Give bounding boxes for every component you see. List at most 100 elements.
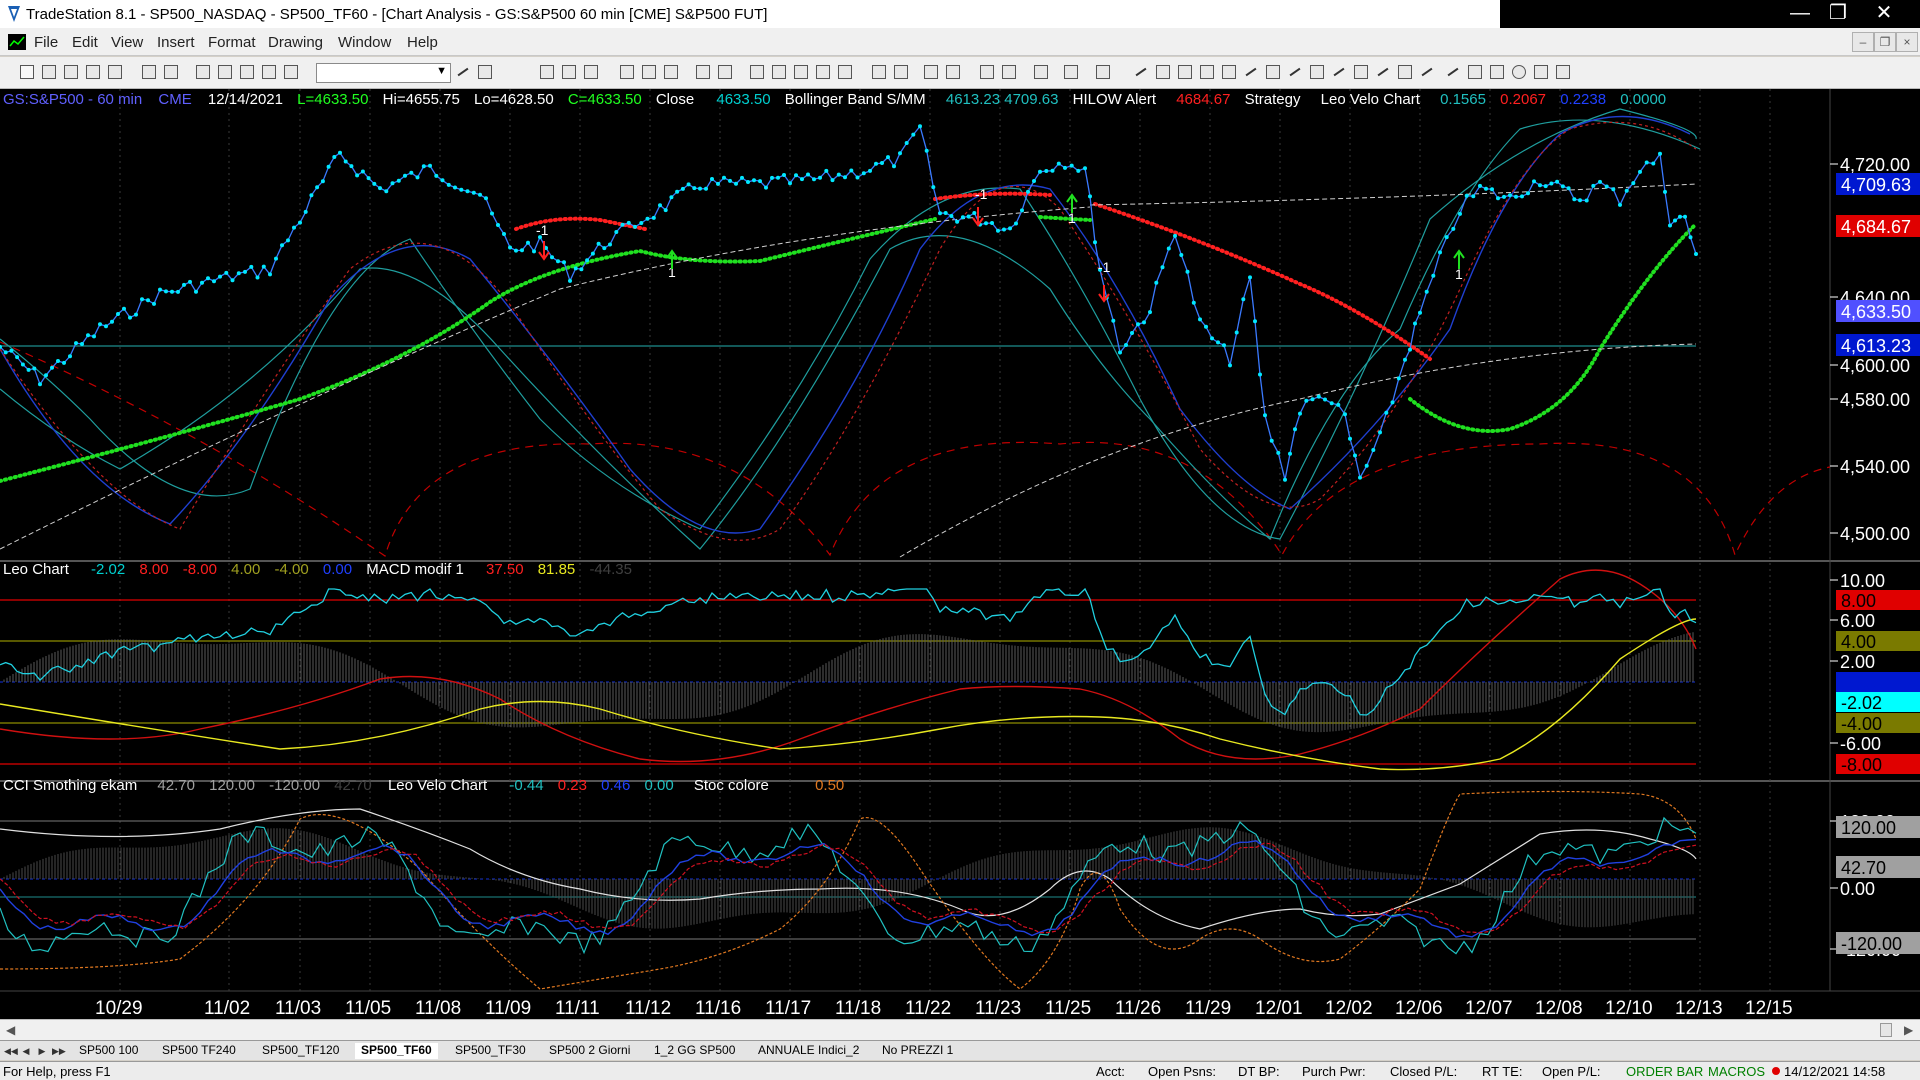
maximize-button[interactable]: ❐ — [1829, 2, 1847, 24]
trendline-icon[interactable] — [1134, 65, 1148, 79]
chart-window[interactable]: -1 -1 1 1 -1 1 — [0, 89, 1920, 1019]
vertical-line-icon[interactable] — [1178, 65, 1192, 79]
tab-sp500-tf240[interactable]: SP500 TF240 — [162, 1043, 236, 1057]
menu-view[interactable]: View — [111, 34, 144, 51]
calendar-icon[interactable] — [750, 65, 764, 79]
tab-sp500-tf60[interactable]: SP500_TF60 — [355, 1043, 438, 1059]
scroll-left-icon[interactable]: ◀ — [6, 1023, 16, 1037]
tab-sp500-tf30[interactable]: SP500_TF30 — [455, 1043, 526, 1057]
tab-sp500-2-giorni[interactable]: SP500 2 Giorni — [549, 1043, 631, 1057]
fibonacci-icon[interactable] — [1200, 65, 1214, 79]
channel-icon[interactable] — [1222, 65, 1236, 79]
line-icon[interactable] — [1420, 65, 1434, 79]
ray-icon[interactable] — [1244, 65, 1258, 79]
news-icon[interactable] — [838, 65, 852, 79]
expand-icon[interactable] — [894, 65, 908, 79]
tab-no-prezzi-1[interactable]: No PREZZI 1 — [882, 1043, 954, 1057]
pencil-icon[interactable] — [1034, 65, 1048, 79]
zoom-in-icon[interactable] — [924, 65, 938, 79]
symbol-combo[interactable]: ▼ — [316, 63, 451, 83]
save-icon[interactable] — [64, 65, 78, 79]
up-arrow-icon[interactable] — [1490, 65, 1504, 79]
tab-prev-icon[interactable]: ◀ — [22, 1046, 30, 1056]
candle-icon[interactable] — [562, 65, 576, 79]
print-preview-icon[interactable] — [164, 65, 178, 79]
regression-icon[interactable] — [1332, 65, 1346, 79]
menu-help[interactable]: Help — [407, 34, 438, 51]
text-icon[interactable] — [1556, 65, 1570, 79]
price-dot — [465, 189, 470, 194]
matrix-icon[interactable] — [794, 65, 808, 79]
tab-sp500-100[interactable]: SP500 100 — [79, 1043, 139, 1057]
cursor-icon[interactable] — [1002, 65, 1016, 79]
tool2-icon[interactable] — [1064, 65, 1078, 79]
mdi-close-button[interactable]: × — [1896, 32, 1918, 52]
horizontal-scrollbar[interactable]: ◀ ▶ — [0, 1019, 1920, 1040]
data-window-icon[interactable] — [696, 65, 710, 79]
menu-format[interactable]: Format — [208, 34, 256, 51]
pointer-icon[interactable] — [980, 65, 994, 79]
tab-next-icon[interactable]: ▶ — [38, 1046, 46, 1056]
indicator-icon[interactable] — [642, 65, 656, 79]
tab-1-2-gg-sp500[interactable]: 1_2 GG SP500 — [654, 1043, 736, 1057]
shrink-icon[interactable] — [872, 65, 886, 79]
menu-edit[interactable]: Edit — [72, 34, 98, 51]
tab-annuale-indici-2[interactable]: ANNUALE Indici_2 — [758, 1043, 860, 1057]
leo-axis[interactable]: 10.00 6.00 2.00 -6.00 — [1830, 571, 1885, 754]
print-icon[interactable] — [142, 65, 156, 79]
new-icon[interactable] — [20, 65, 34, 79]
minimize-button[interactable]: — — [1790, 2, 1810, 24]
tools-icon[interactable] — [262, 65, 276, 79]
lock-icon[interactable] — [218, 65, 232, 79]
gann-icon[interactable] — [1266, 65, 1280, 79]
ellipse-icon[interactable] — [1512, 65, 1526, 79]
mdi-restore-button[interactable]: ❐ — [1874, 32, 1896, 52]
arc-icon[interactable] — [1398, 65, 1412, 79]
macros-button[interactable]: MACROS — [1708, 1064, 1766, 1079]
down-arrow-icon[interactable] — [1468, 65, 1482, 79]
menu-drawing[interactable]: Drawing — [268, 34, 324, 51]
tab-sp500-tf120[interactable]: SP500_TF120 — [262, 1043, 340, 1057]
bar-chart-icon[interactable] — [540, 65, 554, 79]
menu-insert[interactable]: Insert — [157, 34, 195, 51]
order-bar-button[interactable]: ORDER BAR — [1626, 1064, 1704, 1079]
symbol-icon[interactable] — [284, 65, 298, 79]
strategy-icon[interactable] — [664, 65, 678, 79]
bb-values: 4613.23 4709.63 — [946, 91, 1059, 108]
paste-icon[interactable] — [108, 65, 122, 79]
mdi-minimize-button[interactable]: – — [1852, 32, 1874, 52]
rectangle-icon[interactable] — [1534, 65, 1548, 79]
copy-icon[interactable] — [86, 65, 100, 79]
time-axis[interactable]: 10/29 11/02 11/03 11/05 11/08 11/09 11/11 11/12… — [95, 998, 1793, 1019]
tab-last-icon[interactable]: ▶▶ — [52, 1046, 66, 1056]
speed-line-icon[interactable] — [1310, 65, 1324, 79]
close-button[interactable]: ✕ — [1875, 2, 1893, 24]
gear-icon[interactable] — [718, 65, 732, 79]
layers-icon[interactable] — [584, 65, 598, 79]
parallel-icon[interactable] — [1376, 65, 1390, 79]
arrow-right-icon[interactable] — [456, 65, 470, 79]
price-dot — [960, 215, 965, 220]
leo-red-line — [0, 569, 1697, 763]
tab-first-icon[interactable]: ◀◀ — [4, 1046, 18, 1056]
scroll-thumb[interactable] — [1880, 1023, 1892, 1037]
menu-window[interactable]: Window — [338, 34, 392, 51]
find-icon[interactable] — [478, 65, 492, 79]
format-icon[interactable] — [196, 65, 210, 79]
curve-icon[interactable] — [1446, 65, 1460, 79]
zoom-out-icon[interactable] — [946, 65, 960, 79]
lock2-icon[interactable] — [240, 65, 254, 79]
scroll-right-icon[interactable]: ▶ — [1904, 1023, 1914, 1037]
horizontal-line-icon[interactable] — [1156, 65, 1170, 79]
pitchfork-icon[interactable] — [1288, 65, 1302, 79]
radar-icon[interactable] — [772, 65, 786, 79]
menu-file[interactable]: File — [34, 34, 59, 51]
snapshot-icon[interactable] — [620, 65, 634, 79]
eraser-icon[interactable] — [1096, 65, 1110, 79]
chart-canvas[interactable]: -1 -1 1 1 -1 1 — [0, 89, 1920, 1019]
dom-icon[interactable] — [816, 65, 830, 79]
price-dot — [1210, 336, 1214, 341]
price-axis[interactable]: 4,720.00 4,640.00 4,600.00 4,580.00 4,54… — [1830, 155, 1910, 544]
arrows-icon[interactable] — [1354, 65, 1368, 79]
open-icon[interactable] — [42, 65, 56, 79]
